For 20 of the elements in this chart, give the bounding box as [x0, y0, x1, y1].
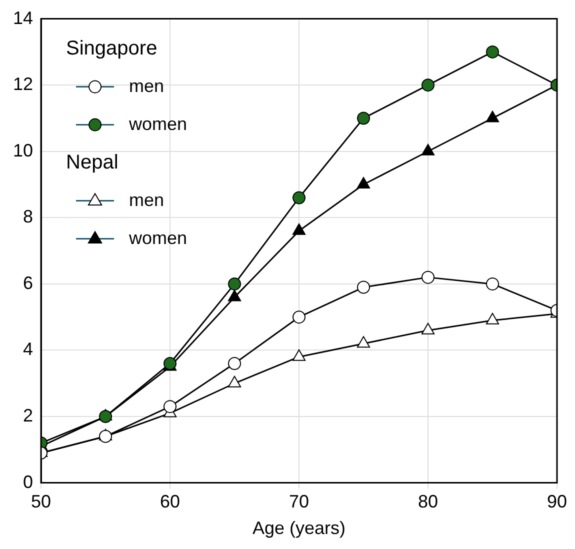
legend-label: women [128, 114, 188, 134]
x-axis-title: Age (years) [252, 518, 346, 538]
y-tick-label: 0 [23, 472, 34, 492]
x-tick-label: 90 [546, 492, 568, 512]
y-tick-label: 2 [23, 405, 34, 426]
y-tick-label: 10 [12, 140, 34, 160]
y-tick-label: 8 [23, 206, 34, 227]
y-tick-label: 14 [12, 8, 34, 28]
annotation: Singapore [66, 37, 158, 60]
y-tick-label: 4 [23, 339, 34, 360]
y-tick-label: 12 [12, 74, 34, 94]
legend-label: men [129, 76, 164, 96]
x-tick-label: 50 [31, 492, 52, 512]
y-tick-label: 6 [23, 272, 34, 293]
legend-label: women [128, 228, 188, 248]
x-tick-label: 80 [418, 492, 438, 512]
x-tick-label: 60 [160, 492, 180, 512]
legend-label: men [129, 190, 164, 210]
x-tick-label: 70 [288, 492, 310, 512]
annotation: Nepal [66, 151, 118, 174]
